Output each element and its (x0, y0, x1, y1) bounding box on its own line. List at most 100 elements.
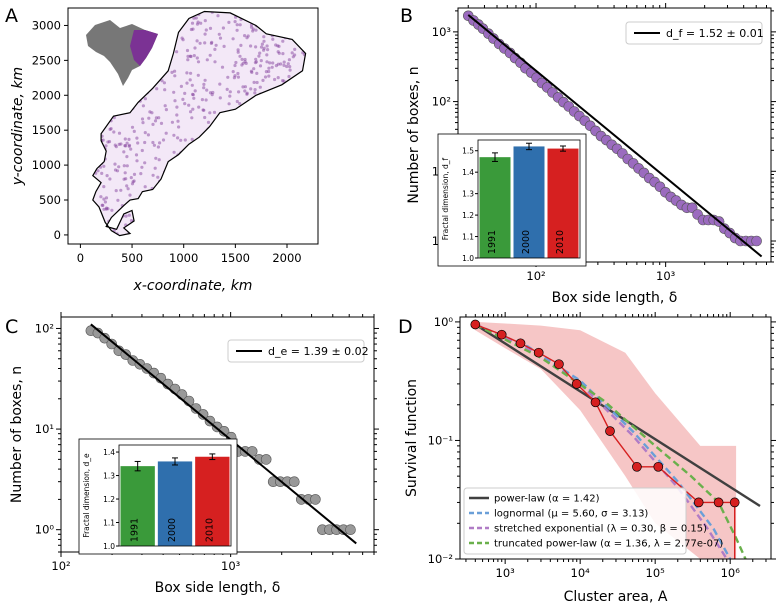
settlement-point (165, 178, 170, 182)
settlement-point (280, 30, 284, 34)
settlement-point (255, 80, 259, 85)
settlement-point (164, 241, 167, 244)
inset-y-tick-label: 1.3 (103, 472, 115, 481)
settlement-point (308, 158, 311, 161)
settlement-point (101, 105, 105, 109)
settlement-point (279, 151, 284, 156)
settlement-point (296, 219, 300, 223)
settlement-point (242, 11, 246, 15)
settlement-point (123, 137, 127, 141)
settlement-point (262, 35, 266, 39)
settlement-point (262, 46, 266, 50)
settlement-point (183, 168, 187, 172)
settlement-point (78, 65, 81, 68)
settlement-point (290, 148, 294, 152)
settlement-point (213, 47, 217, 52)
settlement-point (213, 226, 217, 230)
settlement-point (107, 73, 112, 77)
settlement-point (185, 224, 189, 229)
settlement-point (259, 139, 263, 143)
settlement-point (153, 196, 158, 200)
settlement-point (305, 48, 306, 52)
settlement-point (251, 154, 255, 158)
settlement-point (102, 71, 106, 75)
y-tick-label: 10¹ (35, 422, 54, 436)
settlement-point (140, 165, 144, 169)
settlement-point (149, 236, 152, 239)
settlement-point (191, 167, 195, 171)
y-axis-label: Number of boxes, n (9, 366, 25, 503)
settlement-point (92, 69, 95, 73)
settlement-point (110, 83, 114, 87)
settlement-point (258, 182, 262, 186)
settlement-point (213, 142, 217, 146)
settlement-point (288, 18, 292, 22)
settlement-point (227, 20, 231, 24)
settlement-point (188, 173, 192, 177)
settlement-point (143, 74, 147, 78)
settlement-point (74, 116, 77, 119)
settlement-point (314, 22, 317, 25)
settlement-point (257, 236, 260, 239)
settlement-point (222, 217, 227, 221)
settlement-point (132, 179, 136, 183)
settlement-point (284, 199, 288, 203)
settlement-point (76, 73, 79, 76)
settlement-point (314, 87, 317, 90)
settlement-point (306, 121, 309, 124)
settlement-point (123, 171, 127, 175)
settlement-point (96, 161, 100, 165)
settlement-point (141, 121, 145, 125)
settlement-point (265, 53, 269, 57)
settlement-point (80, 124, 83, 127)
settlement-point (270, 94, 274, 99)
settlement-point (72, 192, 75, 195)
y-tick-label: 10⁰ (35, 523, 55, 537)
settlement-point (81, 15, 84, 18)
settlement-point (81, 59, 84, 62)
settlement-point (228, 221, 232, 225)
settlement-point (260, 98, 264, 103)
settlement-point (268, 155, 272, 159)
settlement-point (282, 165, 286, 169)
settlement-point (93, 213, 97, 217)
settlement-point (198, 168, 202, 172)
settlement-point (124, 214, 128, 218)
settlement-point (206, 120, 211, 124)
settlement-point (240, 236, 243, 239)
settlement-point (273, 143, 277, 147)
data-point (729, 497, 740, 508)
settlement-point (186, 187, 190, 191)
settlement-point (255, 237, 258, 240)
settlement-point (193, 11, 197, 13)
settlement-point (285, 64, 289, 69)
settlement-point (290, 51, 294, 55)
settlement-point (231, 110, 235, 114)
settlement-point (102, 61, 106, 65)
inset-bar (479, 157, 511, 258)
settlement-point (158, 235, 162, 236)
settlement-point (195, 39, 199, 43)
settlement-point (233, 129, 237, 133)
settlement-point (81, 232, 84, 235)
settlement-point (218, 36, 223, 40)
inset-bar (547, 148, 579, 258)
settlement-point (165, 43, 169, 48)
settlement-point (265, 230, 269, 234)
settlement-point (269, 115, 273, 119)
settlement-point (194, 240, 197, 243)
settlement-point (202, 86, 206, 90)
settlement-point (203, 41, 207, 45)
settlement-point (127, 20, 131, 24)
settlement-point (113, 216, 117, 220)
settlement-point (72, 13, 75, 16)
settlement-point (196, 20, 200, 24)
settlement-point (68, 144, 71, 147)
settlement-point (233, 20, 237, 24)
settlement-point (213, 126, 217, 131)
settlement-point (87, 97, 90, 100)
settlement-point (89, 137, 92, 140)
settlement-point (86, 159, 89, 162)
settlement-point (208, 238, 211, 241)
settlement-point (92, 69, 94, 73)
